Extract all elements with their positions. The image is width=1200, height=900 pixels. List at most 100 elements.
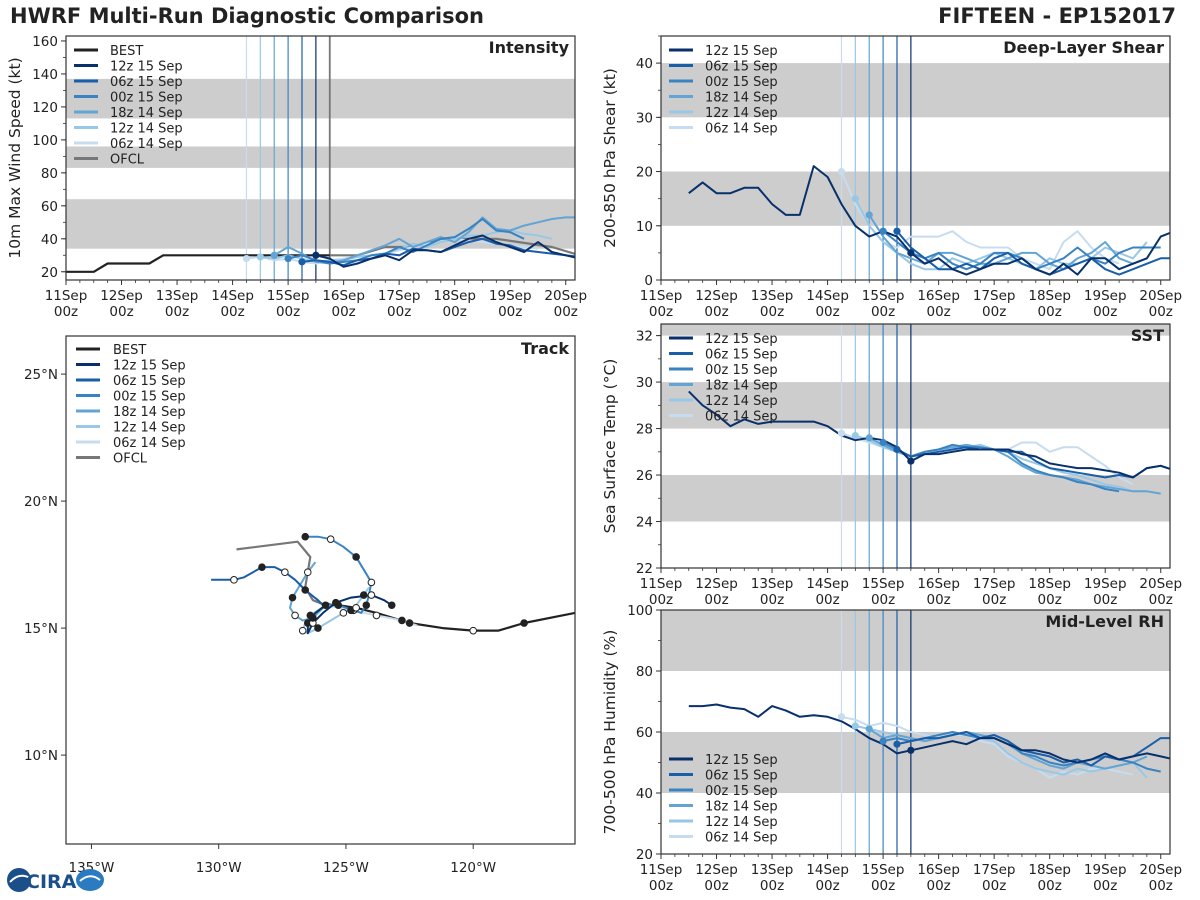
intensity-ytick-label: 80 — [41, 166, 58, 182]
intensity-ytick-label: 120 — [32, 100, 58, 116]
track-run-line-3 — [289, 561, 327, 622]
rh-xtick-hour: 00z — [871, 878, 895, 894]
track-ytick-label: 20°N — [24, 494, 58, 510]
intensity-shade-band — [66, 146, 575, 168]
rh-legend-label: 12z 14 Sep — [705, 815, 778, 830]
intensity-legend-label: 12z 14 Sep — [110, 122, 183, 137]
intensity-run-line-2 — [287, 218, 525, 265]
sst-run-init-point — [865, 434, 873, 442]
shear-xtick-day: 19Sep — [1084, 288, 1127, 304]
intensity-xtick-day: 16Sep — [322, 288, 365, 304]
shear-run-init-point — [893, 227, 901, 235]
sst-run-init-point — [893, 445, 901, 454]
sst-plot-area — [661, 324, 1170, 568]
sst-ytick-label: 32 — [636, 329, 653, 345]
intensity-xtick-day: 14Sep — [211, 288, 254, 304]
track-frame — [65, 335, 576, 845]
intensity-xtick-hour: 00z — [54, 304, 78, 320]
shear-xtick-day: 18Sep — [1028, 288, 1071, 304]
track-run-marker — [303, 568, 312, 577]
intensity-ytick-label: 140 — [32, 67, 58, 83]
rh-xtick-hour: 00z — [1149, 878, 1173, 894]
rh-ytick-label: 40 — [636, 786, 653, 802]
rh-xtick-hour: 00z — [927, 878, 951, 894]
sst-xtick-day: 13Sep — [751, 576, 794, 592]
track-best-line — [325, 604, 575, 632]
track-run-marker — [398, 616, 406, 625]
track-xtick-label: 125°W — [323, 860, 369, 876]
track-ytick-label: 10°N — [24, 748, 58, 764]
sst-legend-label: 12z 15 Sep — [705, 332, 778, 347]
logo-storm-icon — [76, 869, 104, 891]
intensity-xtick-hour: 00z — [387, 304, 411, 320]
intensity-ytick-label: 100 — [32, 133, 58, 149]
sst-xtick-day: 19Sep — [1084, 576, 1127, 592]
track-plot-area — [66, 336, 575, 844]
intensity-legend-label: 12z 15 Sep — [110, 60, 183, 75]
track-run-marker — [367, 578, 376, 587]
shear-series-group — [688, 165, 1170, 276]
sst-ytick-label: 30 — [636, 375, 653, 391]
sst-xtick-hour: 00z — [815, 592, 839, 608]
shear-xtick-day: 12Sep — [695, 288, 738, 304]
sst-ytick-label: 28 — [636, 422, 653, 438]
shear-run-init-point — [865, 211, 873, 219]
intensity-xtick-day: 19Sep — [489, 288, 532, 304]
sst-xtick-hour: 00z — [704, 592, 728, 608]
track-run-marker — [387, 601, 396, 610]
track-run-marker — [258, 563, 266, 571]
rh-run-init-point — [837, 713, 846, 721]
intensity-panel-title: Intensity — [489, 38, 570, 57]
sst-legend-label: 00z 15 Sep — [705, 363, 778, 378]
intensity-run-line-1 — [301, 237, 575, 267]
rh-xtick-hour: 00z — [704, 878, 728, 894]
track-run-marker — [339, 609, 348, 617]
shear-xtick-day: 20Sep — [1139, 288, 1182, 304]
track-run-marker — [281, 568, 289, 577]
rh-ytick-label: 80 — [636, 664, 653, 680]
intensity-xtick-hour: 00z — [109, 304, 133, 320]
rh-xtick-hour: 00z — [1093, 878, 1117, 894]
track-run-marker — [352, 553, 360, 561]
shear-legend-label: 18z 14 Sep — [705, 91, 778, 106]
shear-shade-band — [661, 171, 1170, 226]
intensity-xtick-hour: 00z — [332, 304, 356, 320]
logo-globe-icon — [7, 868, 31, 892]
rh-xtick-day: 14Sep — [806, 862, 849, 878]
rh-legend-label: 12z 15 Sep — [705, 753, 778, 768]
shear-xtick-day: 13Sep — [751, 288, 794, 304]
track-xtick-label: 135°W — [69, 860, 115, 876]
rh-ytick-label: 100 — [627, 603, 653, 619]
shear-xtick-day: 14Sep — [806, 288, 849, 304]
intensity-run-init-point — [270, 251, 278, 259]
rh-ytick-label: 20 — [636, 847, 653, 863]
rh-ylabel: 700-500 hPa Humidity (%) — [601, 630, 619, 835]
shear-ytick-label: 0 — [644, 273, 653, 289]
track-run-marker — [230, 576, 238, 584]
track-best-marker — [352, 603, 360, 612]
track-run-marker — [326, 535, 335, 544]
shear-xtick-hour: 00z — [815, 304, 839, 320]
shear-run-line-5 — [840, 171, 1120, 271]
shear-xtick-hour: 00z — [871, 304, 895, 320]
intensity-ylabel: 10m Max Wind Speed (kt) — [6, 57, 24, 258]
shear-xtick-hour: 00z — [927, 304, 951, 320]
sst-xtick-day: 15Sep — [862, 576, 905, 592]
shear-xtick-hour: 00z — [1093, 304, 1117, 320]
intensity-ytick-label: 20 — [41, 265, 58, 281]
sst-run-init-point — [879, 438, 887, 447]
track-run-marker — [367, 591, 376, 599]
sst-legend-label: 18z 14 Sep — [705, 379, 778, 394]
rh-run-init-point — [865, 725, 873, 733]
track-run-marker — [362, 601, 371, 610]
intensity-xtick-day: 20Sep — [544, 288, 587, 304]
cira-logo: CIRA — [7, 868, 104, 893]
rh-xtick-hour: 00z — [649, 878, 673, 894]
track-legend-label: 12z 15 Sep — [113, 359, 186, 374]
intensity-legend-label: 06z 15 Sep — [110, 75, 183, 90]
rh-run-line-5 — [841, 715, 1134, 779]
intensity-run-line-0 — [315, 234, 575, 268]
track-legend-label: 00z 15 Sep — [113, 390, 186, 405]
track-run-marker — [359, 591, 368, 599]
rh-legend-label: 06z 14 Sep — [705, 831, 778, 846]
